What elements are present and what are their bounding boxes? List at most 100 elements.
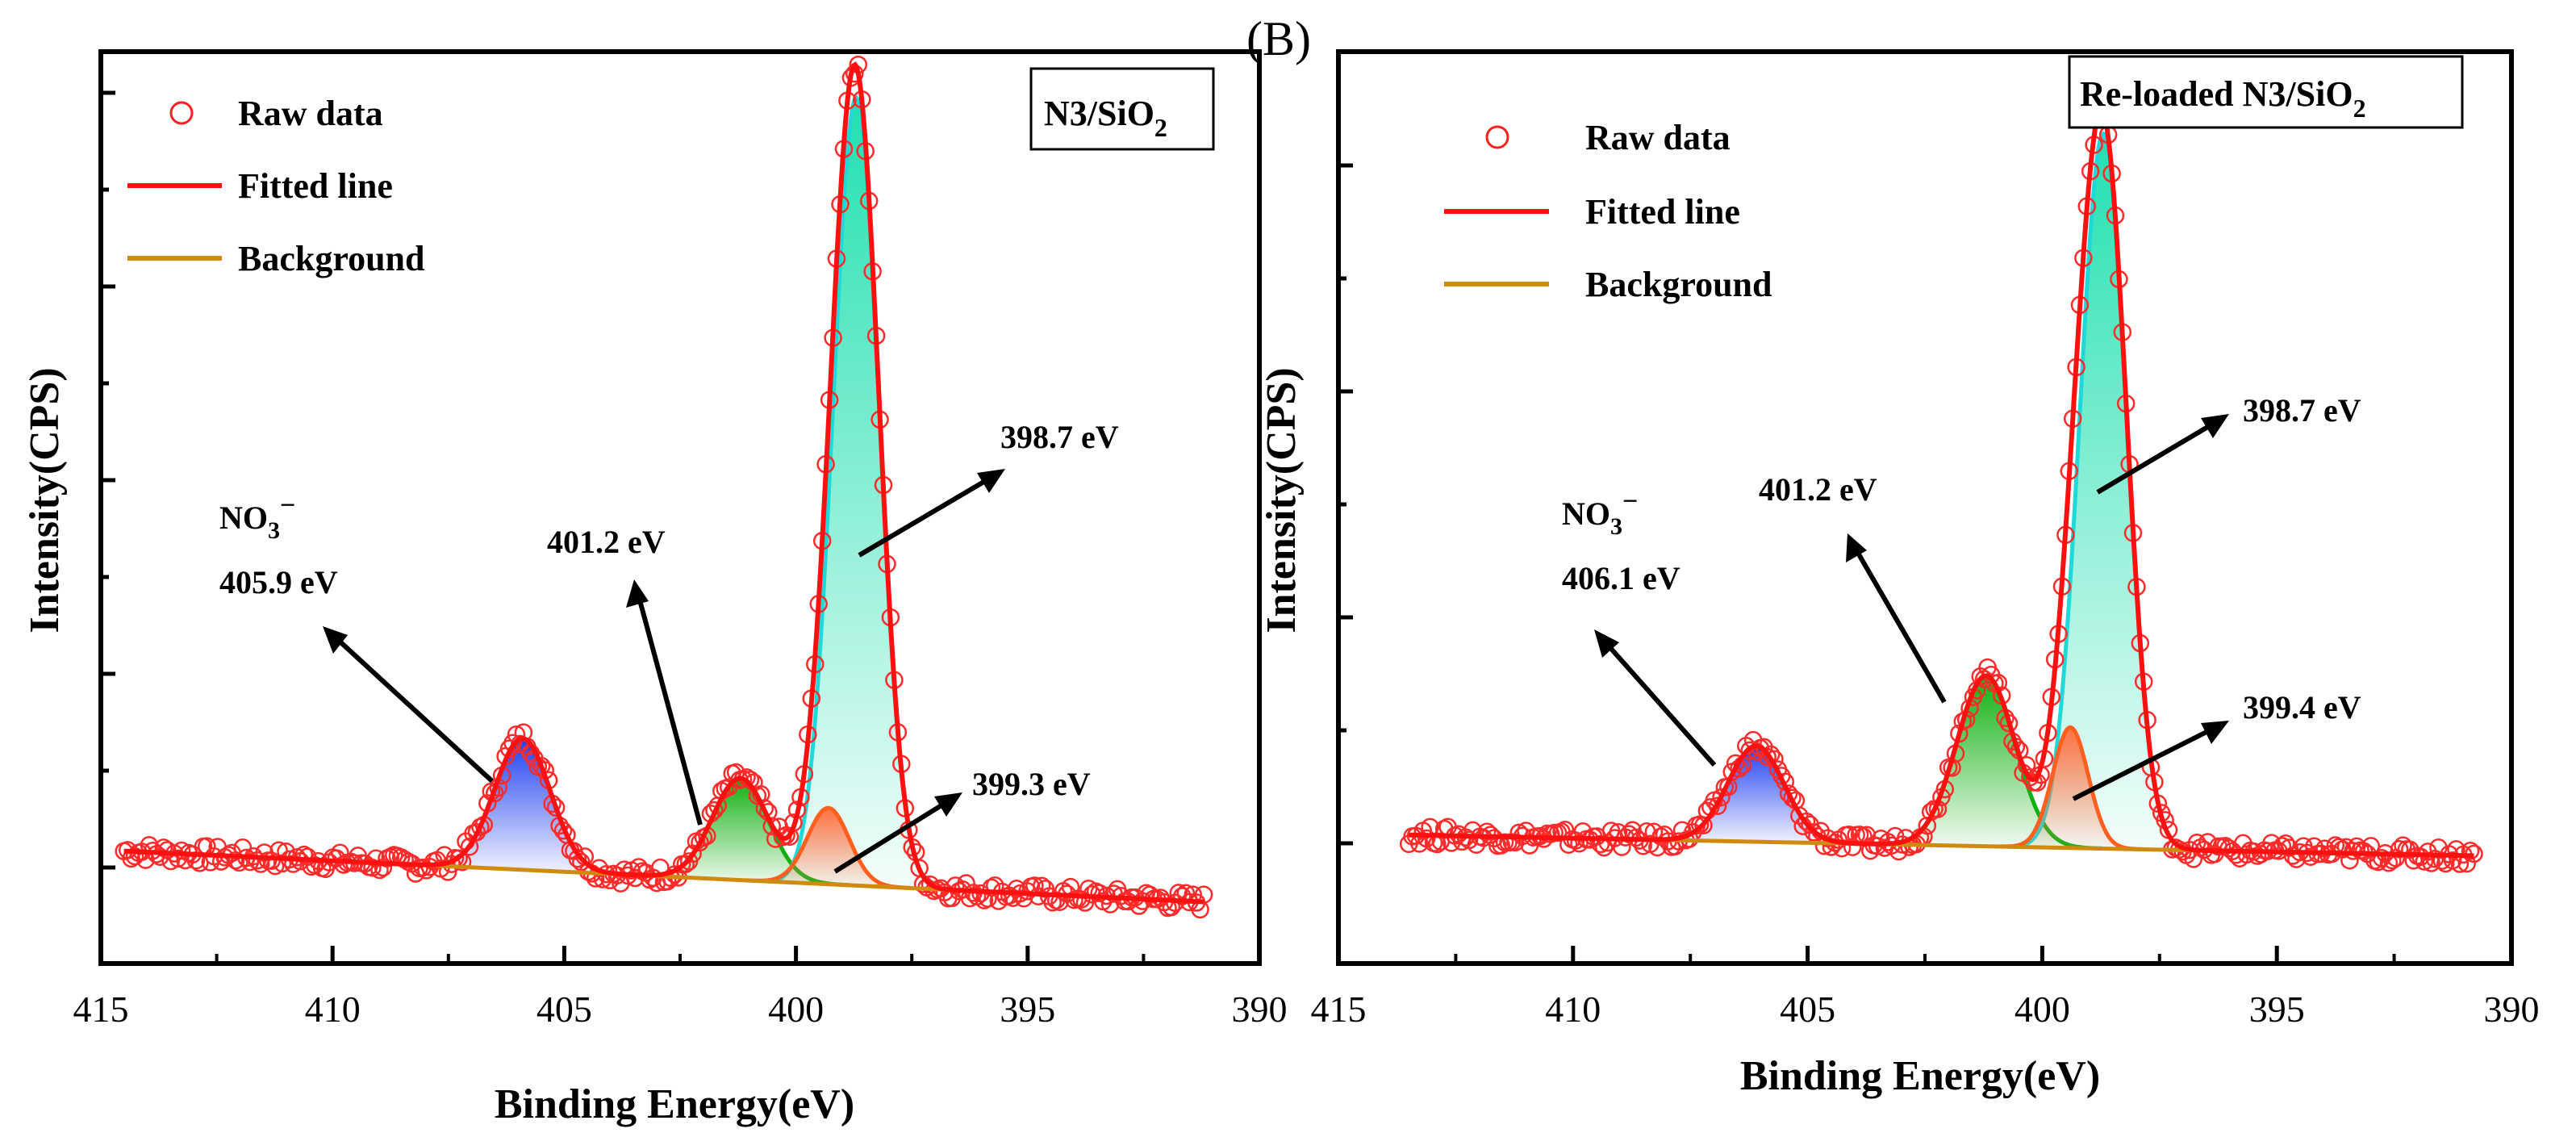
raw-data-point bbox=[1194, 885, 1213, 904]
x-tick-label: 390 bbox=[2484, 989, 2540, 1030]
arrow-398-7 bbox=[858, 475, 992, 558]
peak-fill-398-7 bbox=[763, 97, 950, 890]
label-399-3: 399.3 eV bbox=[972, 766, 1091, 802]
peak-fill-398-7 bbox=[2009, 133, 2198, 851]
raw-data-point bbox=[546, 798, 566, 817]
x-tick-label: 405 bbox=[1780, 989, 1835, 1030]
raw-data-markers bbox=[1399, 98, 2483, 873]
peak-fill-layer bbox=[1643, 131, 2198, 852]
peak-edge-399-4 bbox=[1998, 725, 2142, 851]
arrowhead-398-7 bbox=[977, 469, 1005, 493]
x-tick-label: 400 bbox=[768, 989, 824, 1030]
fitted-line bbox=[123, 61, 1204, 905]
legend-label-background: Background bbox=[238, 239, 425, 278]
legend: Raw data Fitted line Background bbox=[1444, 118, 1772, 304]
raw-data-point bbox=[1918, 816, 1937, 835]
peak-fill-401-2 bbox=[628, 778, 852, 886]
y-axis-title: Intensity(CPS) bbox=[1259, 367, 1305, 633]
raw-data-point bbox=[1740, 741, 1759, 760]
legend-label-raw-data: Raw data bbox=[1585, 118, 1731, 157]
sample-label-frame bbox=[1029, 67, 1215, 151]
label-406-1: 406.1 eV bbox=[1562, 560, 1680, 596]
peak-fill-406-1 bbox=[1643, 746, 1869, 844]
x-tick-label: 395 bbox=[1000, 989, 1055, 1030]
arrow-401-2 bbox=[637, 596, 703, 826]
x-tick-label: 395 bbox=[2249, 989, 2305, 1030]
legend-marker-raw-data bbox=[169, 101, 194, 125]
arrowhead-401-2 bbox=[626, 579, 649, 608]
raw-data-point bbox=[1783, 788, 1802, 808]
panel-a: 415 410 405 400 395 390 Binding Energy(eV) In… bbox=[22, 49, 1288, 1127]
label-401-2: 401.2 eV bbox=[1759, 471, 1877, 508]
peak-fill-401-2 bbox=[1869, 675, 2102, 849]
legend-marker-raw-data bbox=[1485, 125, 1509, 149]
y-axis-title: Intensity(CPS) bbox=[22, 367, 68, 633]
sample-label-subscript: 2 bbox=[1154, 113, 1167, 142]
raw-data-point bbox=[460, 838, 479, 856]
legend: Raw data Fitted line Background bbox=[127, 94, 425, 278]
x-tick-label: 415 bbox=[1311, 989, 1367, 1030]
x-tick-label: 415 bbox=[73, 989, 129, 1030]
fitted-line-layer bbox=[1409, 106, 2474, 859]
raw-data-point bbox=[413, 858, 432, 877]
peak-edge-399-3 bbox=[745, 805, 912, 890]
label-399-4: 399.4 eV bbox=[2243, 689, 2361, 725]
x-tick-label: 410 bbox=[305, 989, 361, 1030]
label-405-9: 405.9 eV bbox=[219, 564, 338, 600]
raw-data-point bbox=[172, 841, 191, 860]
x-axis-ticks: 415 410 405 400 395 390 bbox=[1311, 946, 2540, 1030]
peak-fill-399-4 bbox=[1998, 727, 2142, 850]
arrow-399-4 bbox=[2072, 725, 2216, 801]
legend-label-background: Background bbox=[1585, 265, 1772, 304]
x-tick-label: 400 bbox=[2014, 989, 2070, 1030]
x-axis-title: Binding Energy(eV) bbox=[1740, 1053, 2100, 1099]
label-nitrate: NO3− bbox=[1562, 487, 1638, 540]
raw-data-point bbox=[755, 799, 774, 817]
arrow-406-1 bbox=[1603, 641, 1717, 767]
label-401-2: 401.2 eV bbox=[547, 524, 666, 560]
raw-data-point bbox=[2461, 842, 2480, 860]
arrow-405-9 bbox=[335, 637, 495, 784]
x-axis-title: Binding Energy(eV) bbox=[495, 1081, 854, 1127]
sample-label: N3/SiO2 bbox=[1044, 94, 1167, 142]
peak-annotations: 398.7 eV 399.4 eV 401.2 eV 406.1 eV NO3− bbox=[1562, 392, 2361, 801]
legend-label-fitted-line: Fitted line bbox=[238, 166, 393, 206]
arrowhead-398-7 bbox=[2201, 414, 2229, 438]
legend-label-raw-data: Raw data bbox=[238, 94, 383, 133]
arrow-399-3 bbox=[833, 799, 950, 874]
raw-data-point bbox=[2390, 840, 2409, 859]
arrowhead-406-1 bbox=[1594, 629, 1619, 658]
label-398-7: 398.7 eV bbox=[1000, 419, 1119, 455]
arrowhead-399-3 bbox=[934, 792, 962, 817]
label-nitrate: NO3− bbox=[219, 491, 295, 544]
sample-label-box: Re-loaded N3/SiO2 bbox=[2068, 55, 2464, 129]
arrowhead-401-2 bbox=[1846, 533, 1867, 562]
peak-fill-405-9 bbox=[411, 738, 634, 876]
peak-annotations: 398.7 eV 399.3 eV 401.2 eV 405.9 eV NO3− bbox=[219, 419, 1119, 874]
legend-label-fitted-line: Fitted line bbox=[1585, 192, 1740, 232]
arrow-398-7 bbox=[2096, 420, 2216, 495]
panel-letter: (B) bbox=[1246, 12, 1311, 65]
fitted-line bbox=[1409, 106, 2474, 859]
sample-label: Re-loaded N3/SiO2 bbox=[2080, 74, 2366, 123]
x-tick-label: 410 bbox=[1545, 989, 1601, 1030]
raw-data-point bbox=[471, 817, 490, 836]
label-398-7: 398.7 eV bbox=[2243, 392, 2361, 429]
raw-data-point bbox=[1708, 796, 1727, 816]
sample-label-subscript: 2 bbox=[2353, 94, 2366, 123]
panel-b: 415 410 405 400 395 390 Binding Energy(eV) In… bbox=[1246, 12, 2540, 1099]
arrow-401-2 bbox=[1853, 547, 1947, 704]
x-tick-label: 405 bbox=[536, 989, 592, 1030]
arrowhead-399-4 bbox=[2201, 721, 2229, 744]
arrowhead-405-9 bbox=[323, 626, 348, 654]
y-axis-ticks bbox=[101, 90, 115, 870]
y-axis-ticks bbox=[1338, 163, 1353, 846]
raw-data-point bbox=[762, 817, 781, 836]
peak-fill-399-3 bbox=[745, 808, 912, 888]
raw-data-point bbox=[1758, 747, 1776, 767]
x-tick-label: 390 bbox=[1232, 989, 1288, 1030]
sample-label-box: N3/SiO2 bbox=[1029, 67, 1215, 151]
raw-data-point bbox=[1453, 832, 1472, 851]
raw-data-point bbox=[363, 858, 382, 877]
